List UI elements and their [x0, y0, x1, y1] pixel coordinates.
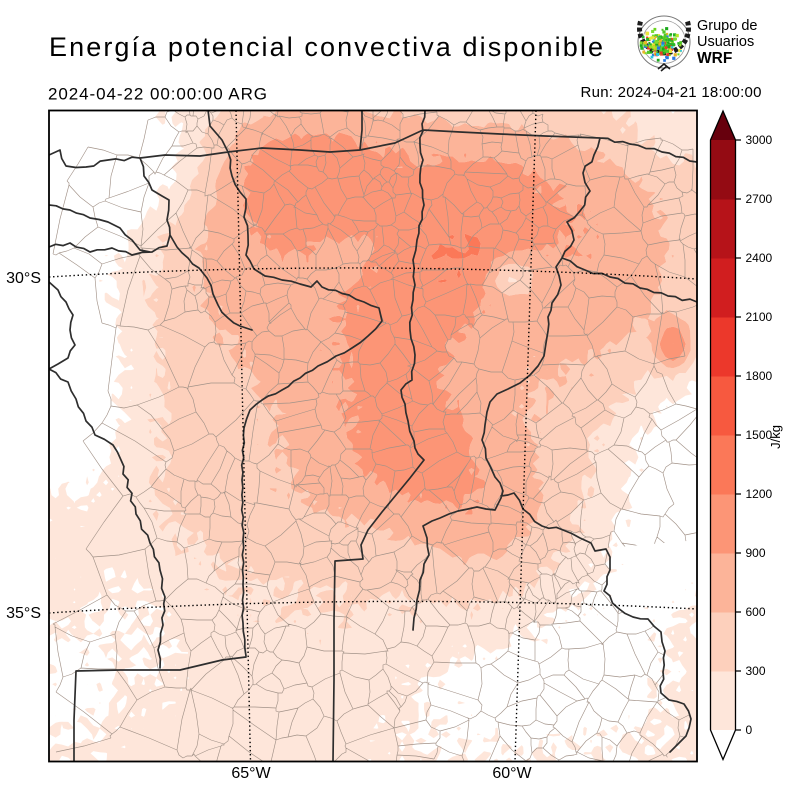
- svg-text:65°W: 65°W: [231, 765, 271, 782]
- svg-text:35°S: 35°S: [6, 605, 41, 622]
- svg-text:2400: 2400: [746, 251, 773, 265]
- svg-text:Usuarios: Usuarios: [697, 34, 754, 50]
- svg-text:0: 0: [746, 723, 753, 737]
- svg-text:900: 900: [746, 546, 766, 560]
- svg-text:1800: 1800: [746, 369, 773, 383]
- svg-text:1500: 1500: [746, 428, 773, 442]
- svg-text:2024-04-22 00:00:00 ARG: 2024-04-22 00:00:00 ARG: [48, 85, 267, 104]
- svg-text:3000: 3000: [746, 133, 773, 147]
- svg-text:2700: 2700: [746, 192, 773, 206]
- svg-text:600: 600: [746, 605, 766, 619]
- svg-text:Grupo de: Grupo de: [697, 18, 757, 34]
- svg-text:WRF: WRF: [697, 50, 732, 67]
- svg-text:J/kg: J/kg: [768, 425, 783, 449]
- svg-text:Energía potencial convectiva d: Energía potencial convectiva disponible: [49, 32, 603, 62]
- svg-text:60°W: 60°W: [492, 765, 532, 782]
- svg-text:2100: 2100: [746, 310, 773, 324]
- svg-text:300: 300: [746, 664, 766, 678]
- svg-text:1200: 1200: [746, 487, 773, 501]
- svg-text:Run: 2024-04-21 18:00:00: Run: 2024-04-21 18:00:00: [581, 84, 762, 101]
- svg-text:30°S: 30°S: [6, 270, 41, 287]
